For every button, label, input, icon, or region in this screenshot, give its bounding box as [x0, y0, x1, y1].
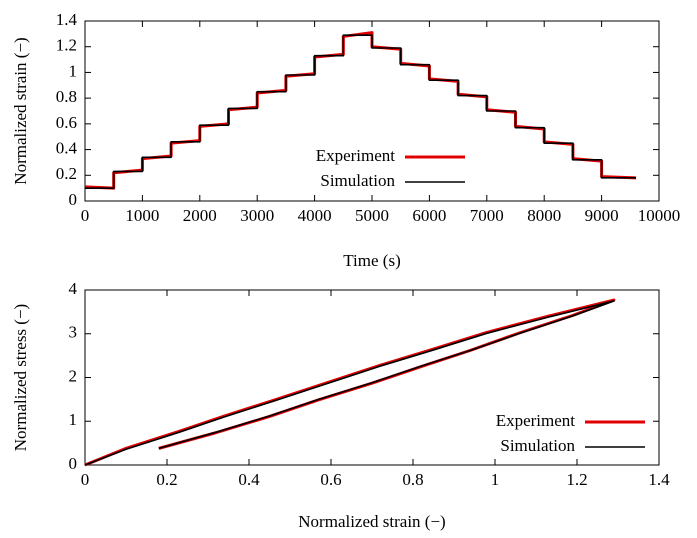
- x-tick-label: 2000: [183, 206, 217, 225]
- x-tick-label: 5000: [355, 206, 389, 225]
- legend-label: Simulation: [320, 171, 395, 190]
- data-line: [84, 300, 615, 466]
- y-tick-label: 1.2: [56, 36, 77, 55]
- plot-frame: [84, 289, 660, 466]
- legend-label: Experiment: [316, 146, 396, 165]
- y-axis-label: Normalized strain (−): [11, 37, 30, 184]
- y-tick-label: 1: [69, 61, 78, 80]
- y-tick-label: 4: [69, 279, 78, 298]
- y-tick-label: 0.4: [56, 138, 78, 157]
- legend-label: Simulation: [500, 436, 575, 455]
- x-axis-label: Normalized strain (−): [298, 512, 445, 531]
- y-tick-label: 0: [69, 190, 78, 209]
- x-tick-label: 0.8: [402, 470, 423, 489]
- x-tick-label: 4000: [298, 206, 332, 225]
- y-tick-label: 1.4: [56, 10, 78, 29]
- x-tick-label: 0.2: [156, 470, 177, 489]
- x-tick-label: 6000: [412, 206, 446, 225]
- data-line: [85, 34, 637, 189]
- x-tick-label: 3000: [240, 206, 274, 225]
- x-tick-label: 1.4: [648, 470, 670, 489]
- x-tick-label: 0.4: [238, 470, 260, 489]
- x-tick-label: 1000: [125, 206, 159, 225]
- x-tick-label: 7000: [470, 206, 504, 225]
- x-tick-label: 0: [81, 470, 90, 489]
- x-tick-label: 1: [491, 470, 500, 489]
- x-tick-label: 0: [81, 206, 90, 225]
- x-tick-label: 8000: [527, 206, 561, 225]
- y-axis-label: Normalized stress (−): [11, 304, 30, 451]
- x-tick-label: 9000: [585, 206, 619, 225]
- y-tick-label: 0.6: [56, 113, 77, 132]
- y-tick-label: 3: [69, 323, 78, 342]
- plot-frame: [84, 20, 660, 202]
- y-tick-label: 0.8: [56, 87, 77, 106]
- x-tick-label: 10000: [638, 206, 681, 225]
- x-tick-label: 0.6: [320, 470, 341, 489]
- y-tick-label: 0: [69, 454, 78, 473]
- x-axis-label: Time (s): [343, 251, 400, 270]
- y-tick-label: 2: [69, 366, 78, 385]
- y-tick-label: 1: [69, 410, 78, 429]
- legend-label: Experiment: [496, 411, 576, 430]
- y-tick-label: 0.2: [56, 164, 77, 183]
- x-tick-label: 1.2: [566, 470, 587, 489]
